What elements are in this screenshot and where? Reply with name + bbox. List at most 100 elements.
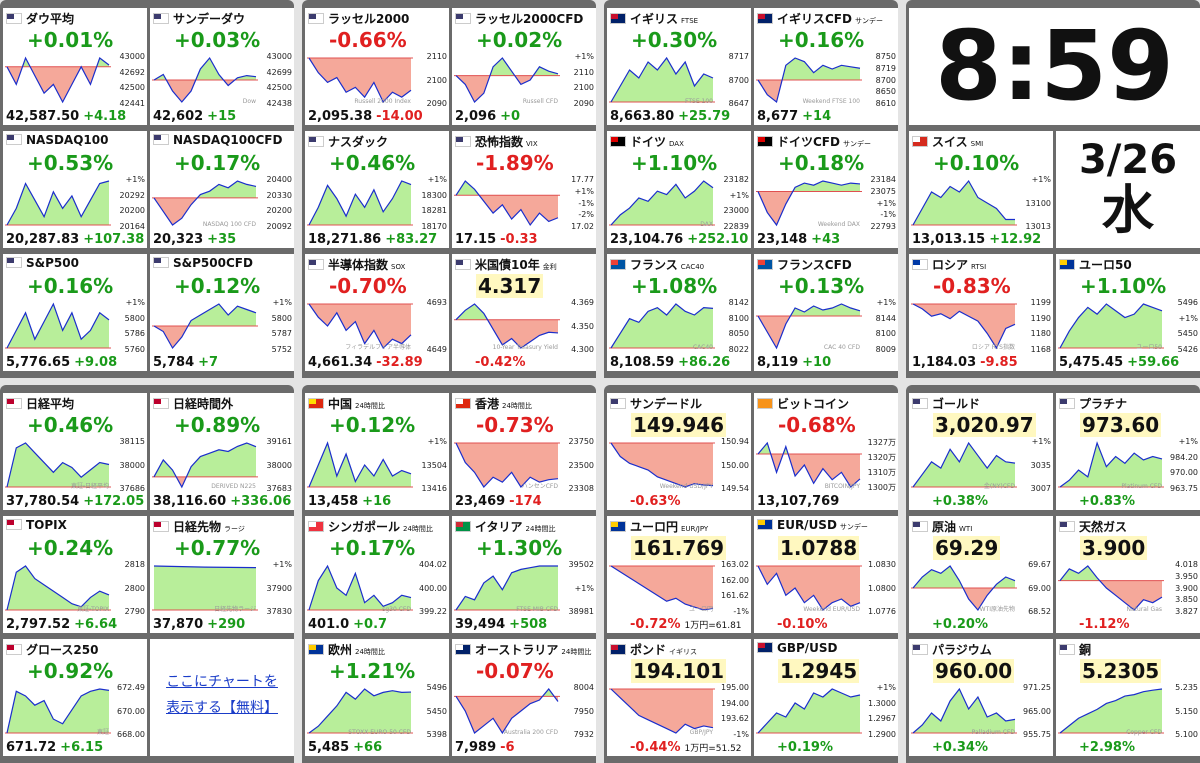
price: 42,602 [153,109,204,124]
quote: 1.0788 [778,536,860,560]
tile: 原油 WTI WTI原油先物 69.67 69.00 68.52 +0.20% 69.29 [909,516,1053,633]
flag-mark [611,137,618,142]
axis-label: 3.850 [1175,595,1198,605]
axis-label: 20200 [266,206,292,216]
watermark: Weekend DAX [818,221,860,228]
flag [6,519,22,530]
sparkline: 10-Year Treasury Yield [454,303,560,351]
flag [6,134,22,145]
quote: 4.317 [476,274,544,298]
tile-header: S&P500 [6,256,79,270]
area-down [611,443,713,487]
flag [610,13,626,24]
axis-label: 22793 [870,222,896,231]
flag [757,519,773,530]
axis-label: +1% [876,198,896,208]
tile: ラッセル2000CFD Russell CFD +1% 2110 2100 2090 2,0… [452,8,596,125]
price-line [757,565,861,611]
price-line [308,303,412,349]
price-line [455,565,558,611]
panel: ゴールド 金(NY)CFD +1% 3035 3007 +0.38% 3,020.97 プラチ… [906,385,1200,763]
flag-mark [1060,260,1067,265]
flag-mark [758,14,765,19]
market-sub: SOX [391,263,406,271]
axis-label: -1% [733,606,749,616]
price-line [153,56,257,103]
axis-label: 971.25 [1023,683,1051,692]
axis-label: +1% [1031,175,1051,184]
market-sub: CAC40 [680,263,705,271]
price-line [455,688,559,735]
market-name: 中国 [328,397,353,411]
axis-labels: 2110 2100 2090 [427,52,447,108]
flag-mark [611,522,618,527]
sparkline: Platinum CFD [1058,441,1164,490]
price-line [1059,688,1163,734]
area-up [154,181,256,198]
tile-header: 恐怖指数 VIX [455,133,538,150]
sparkline: BITCOIN/JPY [756,441,862,490]
area-up [1060,566,1162,581]
axis-label: 23308 [568,484,594,493]
tile-bottom: 37,870 +290 [153,617,245,632]
flag [308,259,324,270]
tile: ラッセル2000 Russell 2000 Index 2110 2100 2090 2,… [305,8,449,125]
flag-mark [1060,522,1067,527]
price-line [308,180,412,226]
tile-bottom: +0.19% [757,740,833,755]
price: 13,107,769 [757,494,840,509]
market-name: スイス [932,135,968,149]
flag-mark [456,137,463,142]
percent-change: +0.53% [27,151,114,175]
sparkline: CAC 40 CFD [756,303,862,351]
price-line [455,57,559,103]
area-up [1060,304,1162,348]
market-name: NASDAQ100 [26,133,109,147]
flag [455,13,471,24]
sparkline: CAC40 [609,303,715,351]
quote: 69.29 [933,536,1001,560]
flag-mark [913,522,920,527]
axis-label: 193.62 [721,714,749,724]
tile-header: 欧州 24時間比 [308,641,385,658]
tile-bottom: 2,095.38 -14.00 [308,109,423,124]
change: +6.15 [60,740,104,755]
percent-change: +0.24% [27,536,114,560]
price-line [6,442,110,488]
tile-header: GBP/USD [757,641,838,655]
tile-bottom: 13,107,769 [757,494,839,509]
market-sub: サンデー [842,140,871,148]
axis-label: 2100 [573,83,594,93]
axis-labels: +1% 37900 37830 [267,560,292,616]
tile-bottom: 5,776.65 +9.08 [6,355,117,370]
market-name: GBP/USD [777,641,838,655]
quote: 960.00 [933,659,1015,683]
axis-label: 1.2967 [868,714,896,724]
axis-label: 23000 [723,206,749,216]
axis-label: 5760 [124,344,145,354]
flag [1059,398,1075,409]
flag [912,259,928,270]
watermark: 10-Year Treasury Yield [493,344,559,351]
area-down [456,75,558,102]
watermark: 東証・日経平均 [71,482,109,490]
axis-label: 672.49 [117,683,145,692]
tile: ダウ平均 43000 42692 42500 42441 42,587.50 +4.18 +0… [3,8,147,125]
tile-header: ゴールド [912,395,980,412]
axis-labels: +1% 13100 13013 [1026,175,1051,231]
axis-labels: +1% 2110 2100 2090 [574,52,594,108]
panel: 日経平均 東証・日経平均 38115 38000 37686 37,780.54 +172.… [0,385,294,763]
watermark: ユーロ50 [1136,344,1162,351]
area-down [309,58,411,102]
flag [6,257,22,268]
flag-mark [7,135,14,140]
flag-mark [456,522,463,527]
tile-header: ダウ平均 [6,10,74,27]
price: 18,271.86 [308,232,382,247]
price: 23,148 [757,232,808,247]
tile: スイス SMI +1% 13100 13013 13,013.15 +12.92 +0.10% [909,131,1053,248]
axis-label: 970.00 [1170,468,1198,478]
area-up [456,58,558,76]
chart-link[interactable]: ここにチャートを 表示する【無料】 [150,669,294,721]
sparkline: フィラデルフィア半導体 [307,303,413,351]
